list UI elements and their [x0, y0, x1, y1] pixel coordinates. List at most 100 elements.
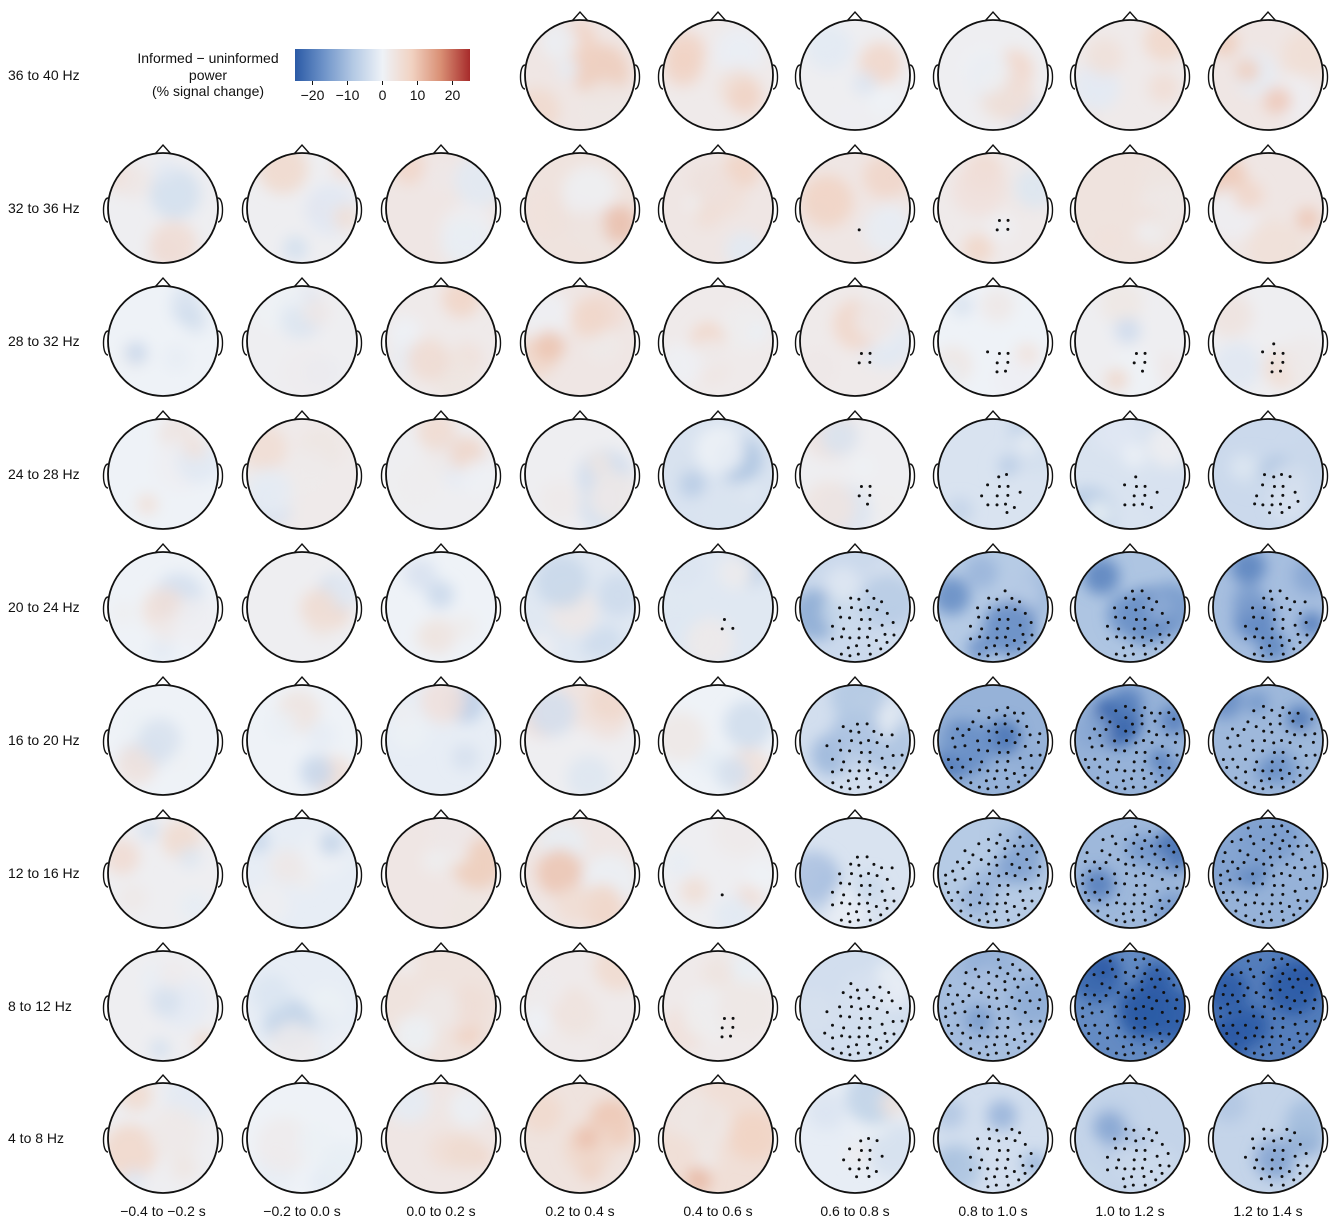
significant-electrode-marker	[1298, 1010, 1302, 1014]
significant-electrode-marker	[1263, 1005, 1267, 1009]
row-label: 20 to 24 Hz	[8, 599, 80, 615]
significant-electrode-marker	[1123, 1015, 1127, 1019]
significant-electrode-marker	[849, 596, 853, 600]
significant-electrode-marker	[1124, 716, 1128, 720]
column-label: 0.8 to 1.0 s	[958, 1203, 1028, 1219]
significant-electrode-marker	[1293, 1131, 1297, 1135]
significant-electrode-marker	[1258, 825, 1262, 829]
right-ear-outline	[634, 463, 641, 489]
head-outline	[524, 152, 636, 264]
significant-electrode-marker	[944, 873, 948, 877]
significant-electrode-marker	[1105, 624, 1109, 628]
significant-electrode-marker	[831, 1047, 835, 1051]
significant-electrode-marker	[1116, 991, 1120, 995]
significant-electrode-marker	[1036, 740, 1040, 744]
significant-electrode-marker	[1123, 503, 1127, 507]
significant-electrode-marker	[1255, 1158, 1259, 1162]
topomap	[657, 1073, 779, 1194]
significant-electrode-marker	[1272, 475, 1276, 479]
significant-electrode-marker	[1155, 490, 1159, 494]
significant-electrode-marker	[866, 768, 870, 772]
head-outline	[799, 19, 911, 131]
right-ear-outline	[1184, 463, 1191, 489]
right-ear-outline	[356, 1127, 363, 1153]
significant-electrode-marker	[1246, 720, 1250, 724]
significant-electrode-marker	[1141, 502, 1145, 506]
significant-electrode-marker	[1005, 1043, 1009, 1047]
right-ear-outline	[1047, 862, 1054, 888]
left-ear-outline	[519, 1127, 526, 1153]
significant-electrode-marker	[856, 785, 860, 789]
left-ear-outline	[794, 197, 801, 223]
significant-electrode-marker	[1158, 898, 1162, 902]
significant-electrode-marker	[868, 1157, 872, 1161]
significant-electrode-marker	[1261, 1147, 1265, 1151]
significant-electrode-marker	[867, 1004, 871, 1008]
significant-electrode-marker	[1310, 717, 1314, 721]
right-ear-outline	[1184, 862, 1191, 888]
right-ear-outline	[1184, 729, 1191, 755]
significant-electrode-marker	[1270, 996, 1274, 1000]
significant-electrode-marker	[890, 733, 894, 737]
significant-electrode-marker	[1105, 1155, 1109, 1159]
significant-electrode-marker	[995, 597, 999, 601]
significant-electrode-marker	[1038, 732, 1042, 736]
significant-electrode-marker	[1270, 902, 1274, 906]
significant-electrode-marker	[1132, 597, 1136, 601]
significant-electrode-marker	[1281, 351, 1285, 355]
significant-electrode-marker	[1287, 1037, 1291, 1041]
significant-electrode-marker	[878, 985, 882, 989]
row-label: 32 to 36 Hz	[8, 200, 80, 216]
left-ear-outline	[1069, 197, 1076, 223]
significant-electrode-marker	[1285, 729, 1289, 733]
significant-electrode-marker	[868, 892, 872, 896]
significant-electrode-marker	[1158, 844, 1162, 848]
significant-electrode-marker	[1006, 617, 1010, 621]
significant-electrode-marker	[1081, 1015, 1085, 1019]
significant-electrode-marker	[1143, 351, 1147, 355]
left-ear-outline	[380, 463, 387, 489]
topomap	[794, 409, 916, 530]
nose-outline	[293, 276, 311, 288]
significant-electrode-marker	[986, 882, 990, 886]
significant-electrode-marker	[994, 785, 998, 789]
significant-electrode-marker	[1261, 882, 1265, 886]
head-outline	[1212, 418, 1324, 530]
significant-electrode-marker	[1278, 847, 1282, 851]
right-ear-outline	[356, 197, 363, 223]
significant-electrode-marker	[1269, 1183, 1273, 1187]
significant-electrode-marker	[1132, 1026, 1136, 1030]
left-ear-outline	[794, 1127, 801, 1153]
significant-electrode-marker	[1253, 901, 1257, 905]
significant-electrode-marker	[995, 996, 999, 1000]
significant-electrode-marker	[868, 759, 872, 763]
colorbar-title-line: power	[188, 66, 228, 83]
topomap	[519, 941, 641, 1062]
significant-electrode-marker	[1006, 1051, 1010, 1055]
significant-electrode-marker	[1038, 886, 1042, 890]
significant-electrode-marker	[1221, 891, 1225, 895]
significant-electrode-marker	[1244, 914, 1248, 918]
nose-outline	[1121, 675, 1139, 687]
significant-electrode-marker	[995, 503, 999, 507]
significant-electrode-marker	[1243, 1155, 1247, 1159]
significant-electrode-marker	[842, 760, 846, 764]
significant-electrode-marker	[1311, 1006, 1315, 1010]
significant-electrode-marker	[831, 637, 835, 641]
significant-electrode-marker	[1160, 906, 1164, 910]
significant-electrode-marker	[868, 1148, 872, 1152]
significant-electrode-marker	[848, 787, 852, 791]
head-outline	[1074, 285, 1186, 397]
significant-electrode-marker	[1098, 734, 1102, 738]
significant-electrode-marker	[994, 652, 998, 656]
significant-electrode-marker	[855, 855, 859, 859]
significant-electrode-marker	[1143, 883, 1147, 887]
significant-electrode-marker	[1025, 857, 1029, 861]
significant-electrode-marker	[1132, 1128, 1136, 1132]
significant-electrode-marker	[1132, 996, 1136, 1000]
significant-electrode-marker	[1106, 1168, 1110, 1172]
significant-electrode-marker	[1090, 1011, 1094, 1015]
significant-electrode-marker	[850, 739, 854, 743]
significant-electrode-marker	[1287, 904, 1291, 908]
significant-electrode-marker	[1141, 369, 1145, 373]
